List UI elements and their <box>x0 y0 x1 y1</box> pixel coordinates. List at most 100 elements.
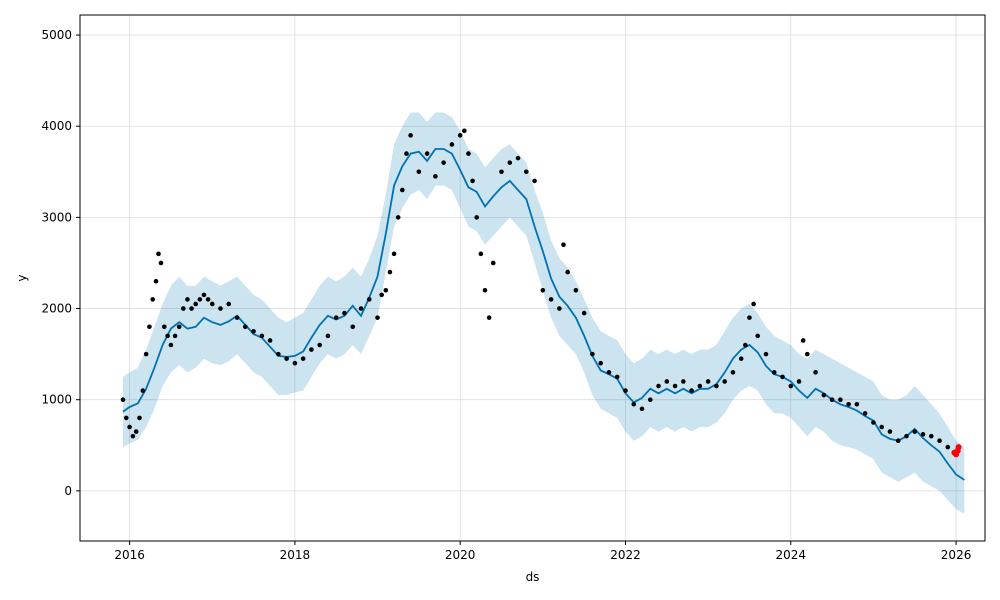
highlight-point <box>955 444 962 451</box>
observed-point <box>606 370 612 375</box>
observed-point <box>350 324 356 330</box>
observed-point <box>185 297 190 302</box>
observed-point <box>474 215 480 220</box>
x-tick-label: 2018 <box>280 548 311 562</box>
observed-point <box>120 397 126 403</box>
observed-point <box>209 301 215 307</box>
observed-point <box>573 288 579 293</box>
observed-point <box>945 444 951 450</box>
observed-point <box>133 429 139 434</box>
observed-point <box>333 315 339 320</box>
observed-point <box>486 315 492 320</box>
y-tick-label: 3000 <box>41 210 72 224</box>
observed-layer <box>120 128 951 450</box>
observed-point <box>771 370 777 375</box>
observed-point <box>846 401 851 407</box>
observed-point <box>242 324 248 330</box>
observed-point <box>193 301 199 307</box>
x-axis: 2016 2018 2020 2022 2024 2026 <box>114 541 971 562</box>
observed-point <box>400 187 405 193</box>
observed-point <box>499 169 504 175</box>
observed-point <box>201 292 207 298</box>
observed-point <box>482 288 488 293</box>
observed-point <box>614 374 620 380</box>
observed-point <box>416 169 422 175</box>
observed-point <box>165 333 170 339</box>
observed-point <box>747 315 752 320</box>
y-tick-label: 5000 <box>41 28 72 42</box>
observed-point <box>796 379 802 384</box>
observed-point <box>681 379 686 384</box>
observed-point <box>548 297 554 302</box>
observed-point <box>928 433 934 439</box>
y-tick-label: 0 <box>64 484 72 498</box>
observed-point <box>383 288 389 293</box>
observed-point <box>218 306 223 311</box>
observed-point <box>515 155 521 161</box>
y-tick-label: 4000 <box>41 119 72 133</box>
observed-point <box>937 438 942 444</box>
x-tick-label: 2022 <box>610 548 641 562</box>
observed-point <box>697 383 703 389</box>
observed-point <box>763 351 769 357</box>
observed-point <box>639 406 645 412</box>
observed-point <box>189 306 194 311</box>
y-axis: 0 1000 2000 3000 4000 5000 <box>41 28 80 498</box>
observed-point <box>887 429 893 434</box>
observed-point <box>490 260 496 266</box>
observed-point <box>780 374 785 380</box>
observed-point <box>234 315 240 320</box>
observed-point <box>738 356 744 361</box>
observed-point <box>366 297 372 302</box>
observed-point <box>743 342 748 348</box>
observed-point <box>176 324 182 330</box>
observed-point <box>457 133 463 138</box>
observed-point <box>664 379 670 384</box>
observed-point <box>168 342 174 348</box>
observed-point <box>172 333 178 339</box>
observed-point <box>478 251 484 257</box>
observed-point <box>284 356 289 361</box>
observed-point <box>800 338 806 343</box>
observed-point <box>524 169 529 175</box>
uncertainty-band <box>123 112 965 514</box>
observed-point <box>507 160 513 165</box>
observed-point <box>705 379 711 384</box>
observed-point <box>226 301 232 307</box>
y-tick-label: 2000 <box>41 302 72 316</box>
observed-point <box>153 278 159 284</box>
observed-point <box>561 242 566 248</box>
observed-point <box>565 269 570 275</box>
observed-point <box>557 306 562 311</box>
observed-point <box>130 433 136 439</box>
y-axis-label: y <box>15 274 29 281</box>
observed-point <box>854 401 860 407</box>
observed-point <box>292 360 298 366</box>
x-tick-label: 2016 <box>114 548 145 562</box>
observed-point <box>449 142 455 147</box>
observed-point <box>623 388 628 393</box>
observed-point <box>631 401 637 407</box>
observed-point <box>147 324 152 330</box>
observed-point <box>466 151 471 156</box>
observed-point <box>424 151 430 156</box>
observed-point <box>755 333 761 339</box>
observed-point <box>829 397 835 403</box>
observed-point <box>862 411 868 416</box>
grid-layer <box>80 15 985 541</box>
observed-point <box>672 383 678 389</box>
observed-point <box>197 297 203 302</box>
observed-point <box>598 360 603 366</box>
observed-point <box>387 269 393 275</box>
y-tick-label: 1000 <box>41 393 72 407</box>
observed-point <box>714 383 719 389</box>
uncertainty-layer <box>123 112 965 514</box>
observed-point <box>441 160 446 165</box>
observed-point <box>581 310 587 316</box>
observed-point <box>895 438 901 444</box>
observed-point <box>391 251 397 257</box>
observed-point <box>276 351 281 357</box>
highlight-layer <box>951 444 962 458</box>
observed-point <box>267 338 273 343</box>
